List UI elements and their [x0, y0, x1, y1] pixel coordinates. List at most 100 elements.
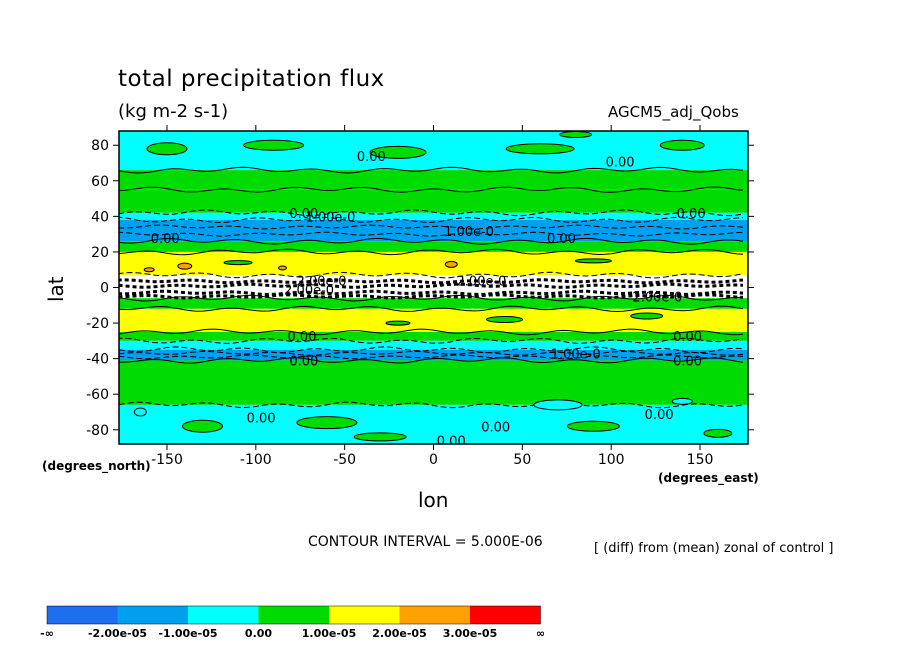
contour-patch [630, 312, 664, 320]
zonal-band [119, 170, 748, 190]
zonal-band [119, 212, 748, 220]
zonal-band [119, 340, 748, 350]
x-tick-label: -100 [240, 452, 272, 468]
contour-patch [182, 419, 224, 433]
contour-patch [296, 416, 358, 430]
zonal-band [119, 349, 748, 361]
contour-label: 1.00e-0 [305, 211, 355, 226]
difference-note: [ (diff) from (mean) zonal of control ] [594, 541, 834, 556]
contour-label: 0.00 [247, 412, 276, 427]
contour-label: 0.00 [288, 330, 317, 345]
contour-patch [385, 320, 411, 326]
colorbar-label: -1.00e-05 [158, 627, 217, 640]
y-tick-label: 80 [91, 138, 109, 154]
colorbar-swatch [470, 606, 541, 624]
contour-label: 1.00e-0 [444, 225, 494, 240]
contour-patch [277, 265, 287, 271]
equatorial-contour [119, 293, 744, 300]
contour-patch [533, 399, 583, 411]
contour-label: 2.00e-0 [297, 275, 347, 290]
zonal-band [119, 241, 748, 252]
colorbar-label: 2.00e-05 [372, 627, 426, 640]
y-tick-label: 60 [91, 174, 109, 190]
contour-patch [223, 260, 253, 266]
colorbar-swatch [117, 606, 188, 624]
zonal-band [119, 189, 748, 213]
contour-line [119, 346, 744, 354]
chart-title: total precipitation flux [118, 66, 385, 92]
contour-line [119, 209, 744, 217]
contour-interval: CONTOUR INTERVAL = 5.000E-06 [308, 534, 543, 550]
contour-patch [671, 397, 693, 405]
contour-patch [243, 139, 305, 151]
y-tick-label: -40 [86, 352, 109, 368]
x-axis-unit: (degrees_east) [658, 471, 759, 485]
y-tick-label: 40 [91, 209, 109, 225]
contour-patch [559, 131, 593, 139]
x-tick-label: 0 [429, 452, 438, 468]
contour-line [119, 401, 744, 409]
contour-patch [566, 420, 620, 432]
y-tick-label: -20 [86, 316, 109, 332]
contour-label: 0.00 [606, 156, 635, 171]
equatorial-contour [119, 278, 744, 285]
contour-label: 1.00e-0 [551, 348, 601, 363]
contour-patch [659, 139, 705, 151]
zonal-band [119, 131, 748, 171]
contour-label: 0.00 [357, 150, 386, 165]
zonal-band [119, 360, 748, 405]
contour-label: 0.00 [547, 232, 576, 247]
plot-area: 0.00 0.000.001.00e-0 0.001.00e-00.00 0.002.… [119, 131, 748, 444]
contour-patch [444, 260, 458, 268]
contour-patch [353, 432, 407, 442]
zonal-band [119, 331, 748, 341]
chart-units: (kg m-2 s-1) [118, 101, 229, 122]
contour-line [119, 166, 744, 174]
y-tick-label: 0 [100, 281, 109, 297]
contour-label: 2.00e-0 [284, 284, 334, 299]
zonal-band [119, 298, 748, 309]
zonal-band [119, 251, 748, 276]
contour-line [119, 305, 744, 313]
y-tick-label: -80 [86, 423, 109, 439]
contour-patch [486, 316, 524, 324]
contour-label: 0.00 [677, 207, 706, 222]
y-tick-label: 20 [91, 245, 109, 261]
colorbar-label: -∞ [40, 627, 54, 640]
contour-label: 2.00e-0 [457, 275, 507, 290]
contour-patch [574, 258, 612, 264]
contour-line [119, 224, 744, 230]
contour-label: 0.00 [673, 355, 702, 370]
run-name: AGCM5_adj_Qobs [608, 103, 739, 121]
contour-line [119, 328, 744, 336]
contour-line [119, 337, 744, 344]
colorbar-label: ∞ [536, 627, 545, 640]
equatorial-contour [119, 289, 744, 296]
contour-line [119, 248, 744, 256]
zonal-band [119, 308, 748, 332]
colorbar-swatch [399, 606, 470, 624]
colorbar-label: -2.00e-05 [88, 627, 147, 640]
colorbar-swatch [47, 606, 118, 624]
y-tick-label: -60 [86, 387, 109, 403]
contour-line [119, 237, 744, 245]
x-tick-label: -50 [333, 452, 356, 468]
colorbar-swatch [188, 606, 259, 624]
contour-label: 2.00e-0 [632, 291, 682, 306]
x-tick-label: 150 [687, 452, 714, 468]
zonal-band [119, 219, 748, 242]
y-axis-unit: (degrees_north) [42, 459, 151, 473]
contour-patch [133, 407, 147, 417]
contour-label: 0.00 [481, 420, 510, 435]
contour-patch [146, 142, 188, 156]
contour-label: 0.00 [289, 207, 318, 222]
x-tick-label: 100 [598, 452, 625, 468]
x-tick-label: -150 [151, 452, 183, 468]
contour-patch [369, 145, 427, 159]
colorbar-swatch [329, 606, 400, 624]
colorbar-label: 1.00e-05 [302, 627, 356, 640]
contour-line [119, 354, 744, 360]
contour-patch [703, 428, 733, 438]
contour-line [119, 350, 744, 356]
